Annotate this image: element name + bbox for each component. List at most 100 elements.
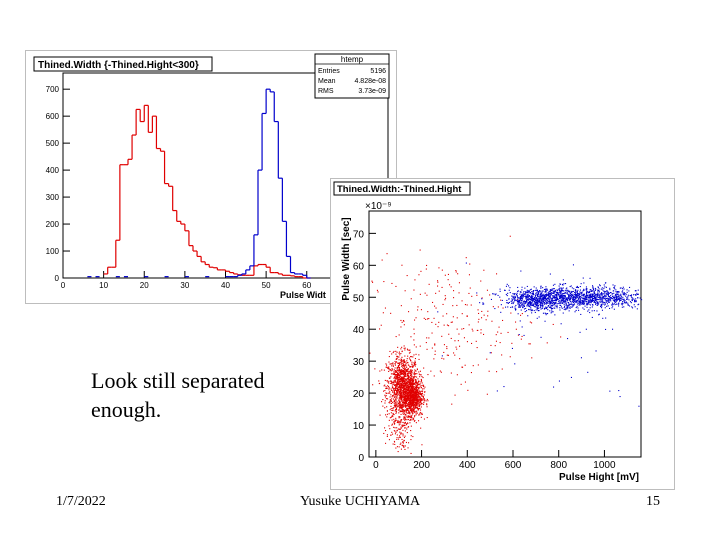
scatter-point [417,393,419,395]
scatter-point [634,301,636,303]
scatter-point [414,420,416,422]
scatter-point [509,356,511,358]
scatter-point [531,297,533,299]
scatter-point [569,300,571,302]
scatter-point [608,296,610,298]
scatter-point [574,303,576,305]
scatter-point [404,355,406,357]
scatter-point [595,294,597,296]
scatter-point [407,355,409,357]
scatter-point [400,377,402,379]
scatter-point [406,394,408,396]
scatter-point [402,412,404,414]
scatter-point [410,374,412,376]
scatter-point [383,369,385,371]
scatter-point [560,300,562,302]
scatter-point [403,397,405,399]
scatter-point [612,290,614,292]
scatter-point [530,307,532,309]
scatter-point [424,391,426,393]
scatter-point [607,291,609,293]
scatter-y-tick-label: 70 [353,229,365,240]
scatter-point [593,295,595,297]
scatter-point [630,295,632,297]
scatter-point [407,369,409,371]
scatter-point [402,320,404,322]
scatter-point [404,368,406,370]
scatter-point [397,378,399,380]
scatter-point [406,408,408,410]
scatter-point [527,292,529,294]
scatter-point [517,286,519,288]
scatter-point [402,379,404,381]
scatter-point [539,298,541,300]
scatter-point [406,399,408,401]
scatter-point [519,293,521,295]
scatter-point [570,303,572,305]
scatter-point [423,398,425,400]
scatter-point [413,371,415,373]
scatter-point [414,400,416,402]
scatter-point [392,401,394,403]
scatter-point [411,417,413,419]
scatter-point [510,306,512,308]
scatter-point [529,295,531,297]
scatter-point [411,381,413,383]
scatter-point [521,296,523,298]
scatter-point [573,303,575,305]
scatter-point [395,409,397,411]
scatter-point [595,303,597,305]
scatter-point [399,375,401,377]
scatter-point [543,307,545,309]
scatter-point [531,293,533,295]
scatter-point [400,394,402,396]
scatter-point [549,273,551,275]
scatter-point [507,302,509,304]
scatter-point [579,331,581,333]
scatter-point [548,297,550,299]
scatter-point [636,292,638,294]
scatter-point [401,264,403,266]
scatter-point [548,290,550,292]
scatter-point [503,386,505,388]
scatter-point [582,298,584,300]
scatter-point [615,298,617,300]
scatter-point [554,291,556,293]
scatter-point [399,388,401,390]
scatter-point [406,389,408,391]
scatter-point [564,296,566,298]
scatter-point [505,306,507,308]
scatter-point [525,301,527,303]
scatter-point [398,417,400,419]
scatter-point [405,383,407,385]
histogram-x-tick-label: 30 [180,281,189,290]
scatter-point [581,295,583,297]
scatter-point [403,399,405,401]
scatter-point [540,293,542,295]
scatter-point [573,296,575,298]
scatter-point [607,300,609,302]
scatter-point [411,395,413,397]
scatter-point [512,296,514,298]
scatter-point [408,411,410,413]
scatter-point [411,379,413,381]
scatter-point [404,395,406,397]
scatter-point [395,353,397,355]
scatter-point [403,401,405,403]
scatter-point [572,296,574,298]
scatter-point [404,379,406,381]
stats-entries-value: 5196 [370,68,386,75]
scatter-point [393,389,395,391]
scatter-point [538,301,540,303]
scatter-point [403,424,405,426]
scatter-point [579,291,581,293]
scatter-point [545,300,547,302]
scatter-point [426,404,428,406]
scatter-point [412,406,414,408]
scatter-point [618,305,620,307]
scatter-point [391,368,393,370]
scatter-point [575,296,577,298]
scatter-point [403,387,405,389]
scatter-point [538,316,540,318]
scatter-point [543,296,545,298]
